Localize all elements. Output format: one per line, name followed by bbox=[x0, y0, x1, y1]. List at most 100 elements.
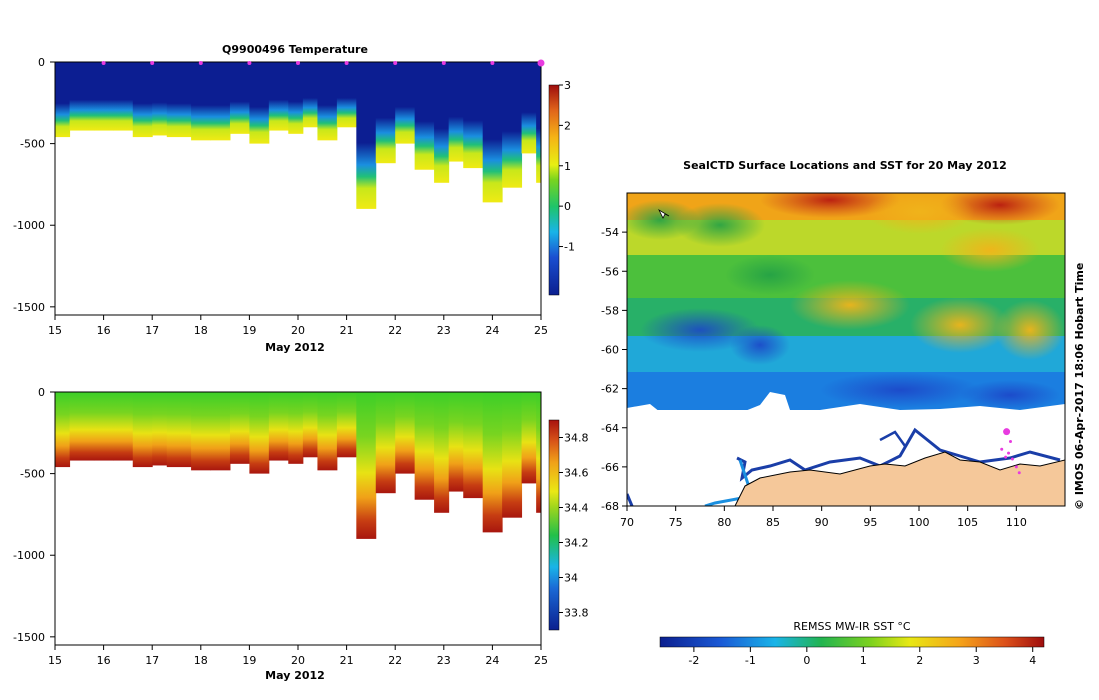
sst-field bbox=[627, 193, 1065, 506]
sst-colorbar-tick-label: -2 bbox=[688, 654, 699, 667]
location-marker bbox=[1017, 471, 1021, 475]
profile-column bbox=[210, 392, 231, 471]
lon-tick-label: 95 bbox=[863, 516, 877, 529]
salinity-colorbar-ticks: 34.8 34.6 34.4 34.2 34 33.8 bbox=[559, 432, 589, 620]
salinity-xlabel: May 2012 bbox=[265, 669, 325, 682]
profile-column bbox=[463, 62, 484, 169]
sst-colorbar-tick-label: 4 bbox=[1029, 654, 1036, 667]
temperature-colorbar bbox=[548, 84, 560, 296]
dive-marker bbox=[344, 61, 349, 65]
dive-marker bbox=[490, 61, 495, 65]
y-tick-label: -1500 bbox=[13, 631, 45, 644]
profile-column bbox=[536, 62, 541, 183]
x-tick-label: 25 bbox=[534, 654, 548, 667]
profile-column bbox=[191, 62, 212, 141]
sst-colorbar-tick-label: 3 bbox=[973, 654, 980, 667]
profile-column bbox=[152, 62, 168, 136]
profile-column bbox=[93, 62, 114, 131]
lat-tick-label: -60 bbox=[601, 344, 619, 357]
profile-column bbox=[317, 62, 338, 141]
x-tick-label: 21 bbox=[340, 324, 354, 337]
profile-column bbox=[288, 62, 304, 134]
dive-marker bbox=[198, 61, 203, 65]
x-tick-label: 16 bbox=[97, 324, 111, 337]
dive-marker bbox=[150, 61, 155, 65]
profile-column bbox=[536, 392, 541, 513]
x-tick-label: 18 bbox=[194, 324, 208, 337]
temperature-title: Q9900496 Temperature bbox=[222, 43, 368, 56]
profile-column bbox=[288, 392, 304, 464]
x-tick-label: 15 bbox=[48, 654, 62, 667]
colorbar-tick-label: 34 bbox=[564, 572, 578, 585]
sst-map-title: SealCTD Surface Locations and SST for 20… bbox=[683, 159, 1007, 172]
colorbar-tick-label: 2 bbox=[564, 119, 571, 132]
lat-tick-label: -58 bbox=[601, 304, 619, 317]
profile-column bbox=[375, 62, 396, 164]
profile-column bbox=[210, 62, 231, 141]
x-tick-label: 23 bbox=[437, 324, 451, 337]
profile-column bbox=[69, 62, 95, 131]
profile-column bbox=[356, 62, 377, 209]
profile-column bbox=[166, 62, 192, 138]
lon-tick-label: 75 bbox=[669, 516, 683, 529]
profile-column bbox=[434, 392, 450, 513]
profile-column bbox=[132, 392, 153, 468]
colorbar-tick-label: 33.8 bbox=[564, 607, 589, 620]
x-tick-label: 15 bbox=[48, 324, 62, 337]
profile-column bbox=[521, 392, 537, 484]
dive-marker bbox=[393, 61, 398, 65]
profile-column bbox=[268, 392, 289, 461]
profile-column bbox=[113, 62, 134, 131]
y-tick-label: -500 bbox=[20, 468, 45, 481]
colorbar-tick-label: 34.6 bbox=[564, 467, 589, 480]
seal-ctd-locations bbox=[1000, 428, 1021, 475]
temperature-xlabel: May 2012 bbox=[265, 341, 325, 354]
colorbar-tick-label: 34.2 bbox=[564, 537, 589, 550]
location-marker bbox=[1004, 455, 1008, 459]
lat-tick-label: -68 bbox=[601, 500, 619, 513]
profile-column bbox=[302, 392, 318, 458]
location-marker bbox=[1000, 447, 1004, 451]
colorbar-tick-label: 34.8 bbox=[564, 432, 589, 445]
y-tick-label: -1000 bbox=[13, 549, 45, 562]
profile-column bbox=[414, 392, 435, 500]
salinity-axes: 15 16 17 18 19 20 21 22 23 24 25 0 -500 -1000 -1500 bbox=[13, 386, 548, 667]
x-tick-label: 23 bbox=[437, 654, 451, 667]
profile-column bbox=[69, 392, 95, 461]
dive-marker bbox=[101, 61, 106, 65]
profile-column bbox=[395, 392, 416, 474]
x-tick-label: 16 bbox=[97, 654, 111, 667]
cursor-icon bbox=[658, 208, 670, 219]
x-tick-label: 20 bbox=[291, 654, 305, 667]
lon-tick-label: 85 bbox=[766, 516, 780, 529]
profile-column bbox=[448, 62, 464, 162]
profile-column bbox=[502, 62, 523, 188]
profile-column bbox=[336, 392, 357, 458]
location-marker bbox=[1007, 451, 1011, 455]
dive-marker bbox=[247, 61, 252, 65]
sst-colorbar-tick-label: 1 bbox=[860, 654, 867, 667]
x-tick-label: 17 bbox=[145, 654, 159, 667]
profile-column bbox=[521, 62, 537, 154]
y-tick-label: 0 bbox=[38, 56, 45, 69]
profile-column bbox=[55, 62, 71, 138]
lon-tick-label: 110 bbox=[1006, 516, 1027, 529]
profile-column bbox=[249, 392, 270, 474]
profile-column bbox=[414, 62, 435, 170]
location-marker bbox=[1008, 439, 1012, 443]
sst-colorbar-ticks: -2 -1 0 1 2 3 4 bbox=[688, 647, 1036, 667]
lat-tick-label: -66 bbox=[601, 461, 619, 474]
imos-credit: © IMOS 06-Apr-2017 18:06 Hobart Time bbox=[1073, 263, 1086, 510]
temperature-profiles bbox=[55, 62, 541, 209]
dive-marker bbox=[296, 61, 300, 65]
x-tick-label: 18 bbox=[194, 654, 208, 667]
x-tick-label: 25 bbox=[534, 324, 548, 337]
colorbar-tick-label: 3 bbox=[564, 79, 571, 92]
profile-column bbox=[113, 392, 134, 461]
sst-colorbar-tick-label: -1 bbox=[745, 654, 756, 667]
x-tick-label: 24 bbox=[485, 324, 499, 337]
y-tick-label: 0 bbox=[38, 386, 45, 399]
lon-tick-label: 105 bbox=[957, 516, 978, 529]
dive-markers bbox=[101, 59, 545, 67]
